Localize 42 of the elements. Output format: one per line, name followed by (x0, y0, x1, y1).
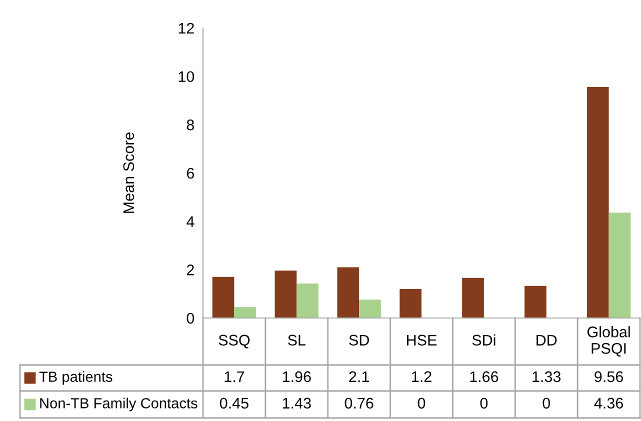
x-tick-label: Global PSQI (587, 326, 630, 357)
bar (274, 270, 297, 318)
data-label: 1.43 (282, 398, 311, 409)
bar (586, 86, 609, 318)
x-tick-label: DD (536, 334, 557, 346)
x-tick-label: SDi (472, 334, 496, 346)
data-label: 1.33 (532, 371, 561, 382)
data-label: 0 (480, 398, 488, 409)
bar (400, 289, 422, 318)
y-tick-label: 12 (178, 22, 194, 34)
x-tick-label: SL (288, 334, 306, 346)
bar (608, 212, 631, 318)
y-tick-label: 6 (186, 168, 194, 179)
data-label: 0.45 (220, 398, 248, 409)
bar (359, 300, 381, 318)
legend-label: TB patients (39, 371, 112, 385)
data-label: 0 (418, 398, 426, 409)
bar (212, 276, 234, 318)
y-tick-label: 10 (178, 71, 194, 82)
y-tick-label: 8 (186, 120, 194, 130)
bar (337, 267, 360, 318)
x-tick-label: SSQ (218, 334, 250, 348)
bar (296, 283, 318, 318)
data-label: 4.36 (594, 398, 623, 409)
bar (234, 307, 256, 318)
bar (524, 286, 546, 318)
y-axis-title: Mean Score (123, 132, 134, 213)
data-label: 1.96 (282, 371, 311, 382)
data-label: 1.2 (412, 371, 432, 382)
data-label: 1.66 (470, 371, 498, 382)
y-tick-label: 4 (186, 216, 194, 227)
x-tick-label: SD (349, 334, 369, 346)
legend-label: Non-TB Family Contacts (40, 398, 198, 412)
data-label: 1.7 (224, 371, 244, 382)
data-label: 0.76 (344, 398, 374, 409)
data-label: 0 (542, 398, 550, 409)
y-tick-label: 2 (186, 264, 194, 276)
data-label: 9.56 (594, 371, 623, 382)
x-tick-label: HSE (407, 334, 437, 346)
bar (462, 278, 484, 318)
y-tick-label: 0 (186, 312, 194, 324)
data-label: 2.1 (349, 371, 369, 382)
